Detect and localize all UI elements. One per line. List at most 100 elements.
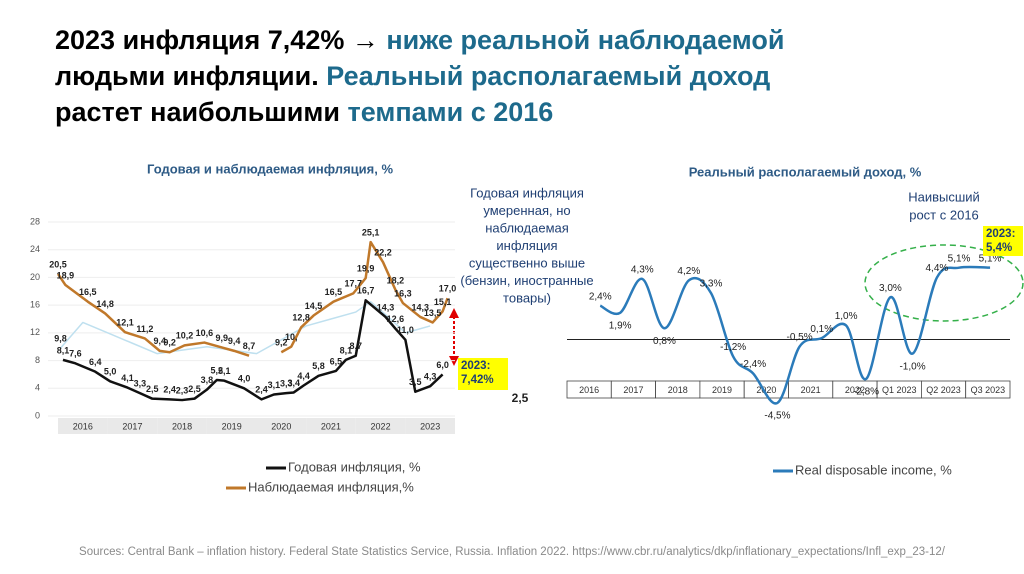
- data-label: 5,1%: [948, 253, 971, 264]
- data-label: 10,2: [176, 331, 194, 341]
- y-tick-label: 24: [30, 244, 40, 254]
- highlight-ellipse: [864, 244, 1024, 322]
- x-tick-label: 2019: [712, 385, 732, 395]
- x-tick-label: Q3 2023: [971, 385, 1006, 395]
- chart-title: Реальный располагаемый доход, %: [689, 164, 922, 179]
- y-tick-label: 16: [30, 300, 40, 310]
- data-label: 2,4: [255, 385, 268, 395]
- title-line: растет наибольшими темпами с 2016: [55, 94, 1015, 130]
- data-label: 17,0: [439, 284, 457, 294]
- callout-text: 7,42%: [461, 374, 494, 386]
- data-label: -0,5%: [787, 332, 813, 343]
- x-band: [355, 418, 406, 434]
- title-part: растет наибольшими: [55, 97, 348, 127]
- data-label: 5,0: [104, 367, 117, 377]
- data-label: 16,5: [79, 287, 97, 297]
- data-label: 18,9: [57, 270, 75, 280]
- data-label: 1,0%: [835, 311, 858, 322]
- x-tick-label: 2022: [371, 421, 391, 431]
- x-tick-label: 2021: [801, 385, 821, 395]
- data-label: 9,4: [228, 336, 241, 346]
- annotation: умеренная, но: [483, 203, 570, 218]
- x-tick-label: Q2 2023: [926, 385, 961, 395]
- x-tick-label: 2016: [579, 385, 599, 395]
- data-label: 3,8: [201, 375, 214, 385]
- title-part: Реальный располагаемый доход: [326, 61, 771, 91]
- data-label: 3,3: [134, 379, 147, 389]
- title-part: 2023 инфляция 7,42% →: [55, 25, 387, 55]
- y-tick-label: 28: [30, 216, 40, 226]
- data-label: 13,5: [424, 308, 442, 318]
- annotation: Наивысший: [908, 189, 980, 204]
- data-label: 7,6: [69, 349, 82, 359]
- annotation: существенно выше: [469, 255, 585, 270]
- y-tick-label: 20: [30, 272, 40, 282]
- data-label: 5,1%: [979, 253, 1002, 264]
- x-band: [965, 380, 1011, 399]
- series-line: [62, 299, 444, 402]
- x-tick-label: 2019: [222, 421, 242, 431]
- data-label: 10,6: [196, 328, 214, 338]
- data-label: 2,5: [146, 384, 159, 394]
- chart-title: Годовая и наблюдаемая инфляция, %: [147, 161, 393, 176]
- data-label: 18,2: [387, 275, 405, 285]
- data-label: 3,0%: [879, 283, 902, 294]
- x-tick-label: 2023: [420, 421, 440, 431]
- x-band: [58, 418, 108, 434]
- x-tick-label: 2018: [172, 421, 192, 431]
- data-label: 14,3: [377, 302, 395, 312]
- data-label: 4,4%: [926, 263, 949, 274]
- x-band: [306, 418, 356, 434]
- data-label: 3,3%: [700, 279, 723, 290]
- y-tick-label: 0: [35, 410, 40, 420]
- x-band: [405, 418, 455, 434]
- x-band: [107, 418, 158, 434]
- callout-text: 2023:: [986, 228, 1015, 240]
- data-label: 3,4: [287, 378, 300, 388]
- data-label: 22,2: [374, 248, 392, 258]
- data-label: 4,2%: [677, 266, 700, 277]
- data-label: 20,5: [49, 259, 67, 269]
- data-label: 9,4: [153, 336, 166, 346]
- data-label: 5,1: [218, 366, 231, 376]
- data-label: 2,3: [176, 385, 189, 395]
- data-label: 16,7: [357, 286, 375, 296]
- callout-box: [983, 226, 1023, 256]
- source-note: Sources: Central Bank – inflation histor…: [79, 546, 945, 558]
- x-tick-label: 2017: [623, 385, 643, 395]
- data-label: 14,3: [411, 302, 429, 312]
- legend-label: Наблюдаемая инфляция,%: [248, 479, 414, 494]
- x-band: [157, 418, 207, 434]
- data-label: 9,2: [163, 338, 176, 348]
- legend-label: Real disposable income, %: [795, 462, 952, 477]
- callout-box: [458, 358, 508, 390]
- y-tick-label: 4: [35, 383, 40, 393]
- data-label: 17,7: [345, 279, 363, 289]
- data-label: 12,6: [387, 314, 405, 324]
- title-part: темпами с 2016: [347, 97, 554, 127]
- data-label: 11,0: [397, 325, 414, 335]
- data-label: 0,8%: [653, 336, 676, 347]
- data-label: 2,4%: [589, 291, 612, 302]
- data-label: 9,2: [275, 338, 288, 348]
- data-label: 4,0: [238, 374, 251, 384]
- data-label: 3,1: [268, 380, 281, 390]
- x-tick-label: 2022: [845, 385, 865, 395]
- data-label: 0,1%: [810, 324, 833, 335]
- x-tick-label: 2020: [271, 421, 291, 431]
- annotation: наблюдаемая: [485, 220, 569, 235]
- data-label: 8,1: [57, 345, 70, 355]
- annotation: товары): [503, 290, 551, 305]
- data-label: 3,3: [280, 379, 293, 389]
- data-label: 4,1: [121, 373, 134, 383]
- data-label: 2,5: [188, 384, 201, 394]
- data-label: 25,1: [362, 227, 380, 237]
- x-tick-label: Q1 2023: [882, 385, 917, 395]
- data-label: 4,3: [424, 372, 437, 382]
- callout-text: 5,4%: [986, 242, 1012, 254]
- data-label: 6,5: [330, 356, 343, 366]
- data-label: 14,5: [305, 301, 323, 311]
- arrow-head: [449, 308, 459, 318]
